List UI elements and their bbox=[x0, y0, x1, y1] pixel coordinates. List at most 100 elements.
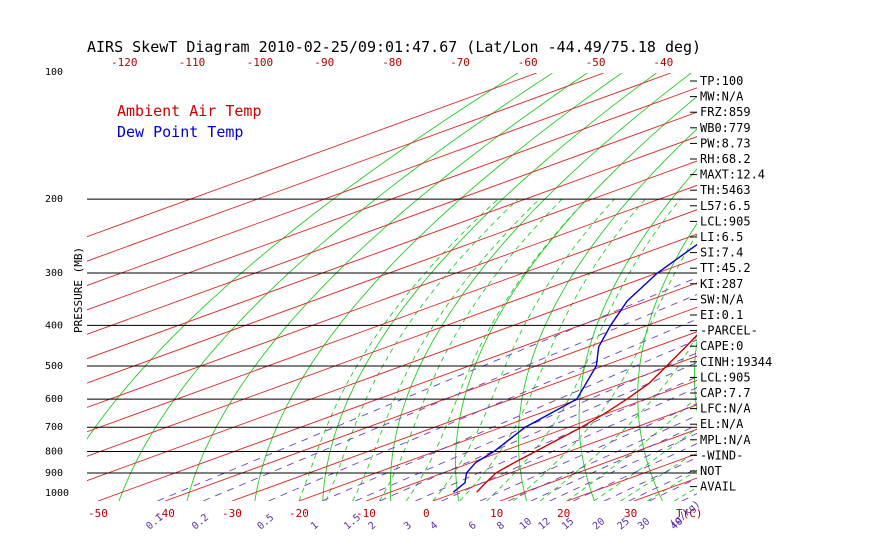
mixing-ratio-label: 8 bbox=[495, 520, 507, 532]
mixing-ratio-line bbox=[508, 415, 697, 501]
pressure-tick-label: 800 bbox=[45, 447, 63, 458]
mixing-ratio-line bbox=[415, 376, 697, 501]
moist-adiabat bbox=[620, 450, 697, 501]
stability-index-item: TH:5463 bbox=[700, 183, 751, 197]
mixing-ratio-line bbox=[649, 477, 697, 501]
mixing-ratio-line bbox=[530, 424, 697, 501]
mixing-ratio-line bbox=[157, 277, 697, 501]
moist-adiabat bbox=[647, 469, 697, 501]
bottom-temp-tick-label: -30 bbox=[222, 507, 242, 520]
pressure-tick-label: 300 bbox=[45, 268, 63, 279]
top-temp-tick-label: -120 bbox=[111, 56, 138, 69]
dry-adiabat bbox=[517, 128, 697, 501]
stability-index-item: LCL:905 bbox=[700, 214, 751, 228]
stability-index-item: MAXT:12.4 bbox=[700, 168, 765, 182]
stability-index-item: LFC:N/A bbox=[700, 402, 751, 416]
stability-index-item: MW:N/A bbox=[700, 90, 744, 104]
pressure-tick-label: 100 bbox=[45, 67, 63, 78]
moist-adiabat bbox=[459, 198, 646, 501]
bottom-temp-tick-label: -20 bbox=[289, 507, 309, 520]
pressure-axis: 100 200 300 400 500 600 700 800 900 1000 bbox=[45, 67, 69, 499]
mixing-ratio-label: 6 bbox=[467, 520, 479, 532]
moist-adiabat bbox=[379, 198, 563, 501]
stability-index-item: EI:0.1 bbox=[700, 308, 743, 322]
dry-adiabat bbox=[186, 73, 588, 501]
mixing-ratio-line bbox=[268, 318, 697, 501]
legend-dew-point-temp: Dew Point Temp bbox=[117, 123, 243, 141]
isotherm-line bbox=[87, 73, 604, 262]
dry-adiabat bbox=[749, 73, 870, 501]
mixing-ratio-line bbox=[572, 443, 697, 501]
isotherm-line bbox=[87, 258, 697, 482]
stability-index-item: FRZ:859 bbox=[700, 105, 751, 119]
moist-adiabat bbox=[405, 198, 588, 501]
isotherm-line bbox=[87, 87, 697, 311]
top-temp-tick-label: -80 bbox=[382, 56, 402, 69]
stability-index-item: TP:100 bbox=[700, 74, 743, 88]
stability-index-item: L57:6.5 bbox=[700, 199, 751, 213]
isotherm-line bbox=[87, 184, 697, 408]
stability-index-item: SI:7.4 bbox=[700, 246, 743, 260]
top-temp-tick-label: -50 bbox=[586, 56, 606, 69]
stability-index-item: TT:45.2 bbox=[700, 261, 751, 275]
isotherm-line bbox=[87, 111, 697, 335]
y-axis-label: PRESSURE (MB) bbox=[72, 247, 85, 333]
adiabat-grid bbox=[87, 73, 870, 501]
dry-adiabat bbox=[254, 73, 623, 501]
mixing-ratio-line bbox=[203, 294, 697, 501]
ambient-air-temp-line bbox=[476, 334, 697, 493]
mixing-ratio-label: 0.5 bbox=[255, 512, 276, 532]
stability-index-item: CAPE:0 bbox=[700, 339, 743, 353]
pressure-tick-label: 600 bbox=[45, 394, 63, 405]
stability-index-item: EL:N/A bbox=[700, 417, 744, 431]
moist-adiabat bbox=[352, 198, 540, 501]
stability-index-item: PW:8.73 bbox=[700, 136, 751, 150]
bottom-temp-tick-label: 20 bbox=[557, 507, 570, 520]
isotherm-line bbox=[87, 233, 697, 457]
bottom-temp-tick-label: -10 bbox=[356, 507, 376, 520]
bottom-temperature-axis: -50 -40 -30 -20 -10 0 10 20 30 bbox=[88, 507, 637, 520]
dry-adiabat bbox=[854, 73, 870, 501]
isotherm-line bbox=[97, 282, 697, 501]
mixing-ratio-label: 10 bbox=[518, 516, 534, 532]
dry-adiabat bbox=[87, 73, 519, 440]
pressure-tick-label: 200 bbox=[45, 194, 63, 205]
bottom-temp-tick-label: 30 bbox=[624, 507, 637, 520]
isotherm-line bbox=[633, 477, 697, 501]
legend: Ambient Air Temp Dew Point Temp bbox=[117, 102, 262, 141]
isotherm-line bbox=[298, 355, 697, 501]
pressure-tick-label: 500 bbox=[45, 361, 63, 372]
dry-adiabat bbox=[389, 73, 692, 501]
mixing-ratio-line bbox=[603, 457, 697, 501]
isotherm-line bbox=[87, 136, 697, 360]
isotherm-line bbox=[87, 209, 697, 433]
top-temperature-axis: -120 -110 -100 -90 -80 -70 -60 -50 -40 bbox=[111, 56, 673, 69]
top-temp-tick-label: -90 bbox=[314, 56, 334, 69]
legend-ambient-air-temp: Ambient Air Temp bbox=[117, 102, 262, 120]
temp-unit-label: T(C) bbox=[676, 507, 703, 520]
mixing-ratio-label: 20 bbox=[591, 516, 607, 532]
mixing-ratio-grid bbox=[157, 277, 697, 501]
mixing-ratio-line bbox=[379, 362, 697, 501]
sounding-profiles bbox=[452, 243, 697, 493]
bottom-temp-tick-label: -40 bbox=[155, 507, 175, 520]
mixing-ratio-label: 4 bbox=[429, 520, 441, 532]
stability-index-item: -WIND- bbox=[700, 448, 743, 462]
bottom-temp-tick-label: 10 bbox=[490, 507, 503, 520]
dry-adiabat bbox=[694, 338, 697, 413]
isotherm-line bbox=[231, 331, 697, 501]
stability-index-item: MPL:N/A bbox=[700, 433, 751, 447]
isotherm-line bbox=[768, 73, 870, 501]
moist-adiabat bbox=[593, 427, 697, 501]
moist-adiabat bbox=[325, 198, 519, 501]
isotherm-line bbox=[164, 306, 697, 501]
mixing-ratio-line bbox=[479, 403, 697, 501]
isotherm-line bbox=[87, 73, 537, 238]
isotherm-line bbox=[835, 73, 870, 501]
top-temp-tick-label: -40 bbox=[653, 56, 673, 69]
mixing-ratio-label: 3 bbox=[402, 520, 414, 532]
mixing-ratio-label: 0.2 bbox=[190, 512, 211, 532]
top-temp-tick-label: -110 bbox=[179, 56, 206, 69]
